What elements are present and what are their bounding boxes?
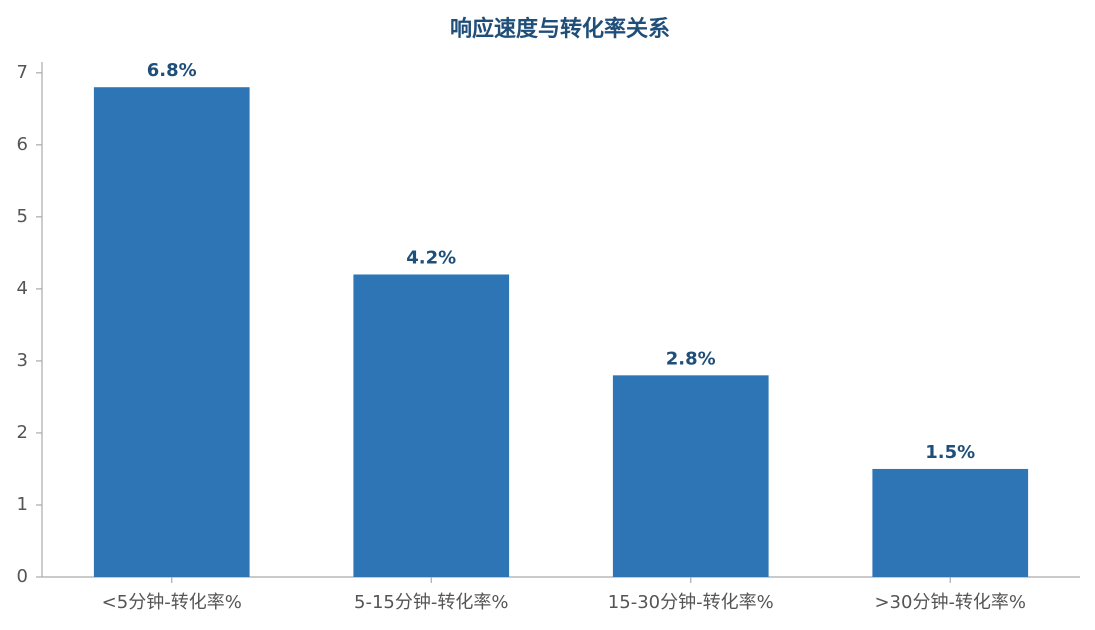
value-label: 4.2%: [406, 247, 456, 268]
bar: [872, 468, 1029, 577]
y-tick-label: 3: [17, 350, 28, 371]
y-tick-label: 4: [17, 278, 28, 299]
y-tick-label: 7: [17, 62, 28, 83]
x-tick-label: 15-30分钟-转化率%: [608, 592, 774, 613]
x-tick-label: 5-15分钟-转化率%: [354, 592, 508, 613]
value-label: 2.8%: [666, 348, 716, 369]
y-tick-label: 6: [17, 134, 28, 155]
y-tick-label: 5: [17, 206, 28, 227]
x-tick-label: >30分钟-转化率%: [874, 592, 1026, 613]
bar: [93, 87, 250, 578]
x-tick-label: <5分钟-转化率%: [102, 592, 242, 613]
chart-title: 响应速度与转化率关系: [450, 16, 670, 42]
y-tick-label: 2: [17, 422, 28, 443]
value-label: 1.5%: [925, 442, 975, 463]
y-tick-label: 0: [17, 566, 28, 587]
bar: [612, 375, 769, 577]
bar: [353, 274, 510, 577]
value-label: 6.8%: [147, 60, 197, 81]
y-tick-label: 1: [17, 494, 28, 515]
